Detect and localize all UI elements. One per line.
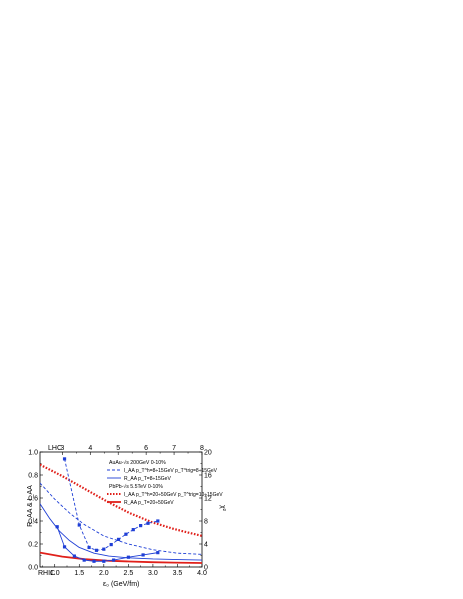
top-tick-label-3: 6 [144, 445, 148, 452]
marker-chi2_iaa_rhic [146, 521, 150, 525]
series-lhc_iaa [40, 463, 202, 538]
marker-chi2_raa_rhic [102, 559, 106, 563]
legend-rhic-raa-label: R_AA p_T=8÷15GeV [124, 476, 171, 482]
legend-lhc-raa-label: R_AA p_T=20÷50GeV [124, 500, 174, 506]
series-group [40, 457, 202, 564]
legend-rhic-iaa-label: I_AA p_T^h=8÷15GeV p_T^trig=8÷15GeV [124, 468, 218, 474]
marker-chi2_iaa_rhic [62, 457, 67, 461]
x-tick-label-2: 2.0 [99, 570, 109, 577]
y-right-tick-label-2: 8 [204, 518, 208, 525]
marker-chi2_iaa_rhic [124, 532, 128, 536]
y-left-tick-label-4: 0.8 [28, 472, 38, 479]
top-tick-label-1: 4 [88, 445, 92, 452]
x-tick-label-5: 3.5 [173, 570, 183, 577]
marker-chi2_iaa_rhic [102, 547, 106, 551]
top-tick-label-2: 5 [116, 445, 120, 452]
x-tick-label-3: 2.5 [123, 570, 133, 577]
y-right-tick-label-5: 20 [204, 449, 212, 456]
x-tick-label-6: 4.0 [197, 570, 207, 577]
series-layer [40, 457, 202, 564]
marker-chi2_iaa_rhic [156, 519, 160, 523]
y-left-tick-label-3: 0.6 [28, 495, 38, 502]
marker-chi2_raa_rhic [112, 558, 116, 562]
series-chi2_raa_rhic [56, 526, 158, 562]
x-tick-label-0: 1.0 [50, 570, 60, 577]
x-axis-title: ε₀ (GeV/fm) [103, 581, 139, 588]
y-left-tick-label-0: 0.0 [28, 564, 38, 571]
y-axis-title-right: χ² [219, 505, 226, 512]
marker-chi2_raa_rhic [55, 525, 59, 529]
marker-chi2_iaa_rhic [139, 524, 143, 528]
top-axis-label: LHC [48, 445, 62, 452]
series-rhic_raa [40, 503, 202, 561]
y-left-tick-label-2: 0.4 [28, 518, 38, 525]
x-tick-label-1: 1.5 [74, 570, 84, 577]
top-tick-label-5: 8 [200, 445, 204, 452]
legend-rhic-header: AuAu-√s 200GeV 0-10% [109, 459, 166, 466]
marker-chi2_raa_rhic [72, 554, 76, 558]
y-left-tick-label-5: 1.0 [28, 449, 38, 456]
legend: AuAu-√s 200GeV 0-10% I_AA p_T^h=8÷15GeV … [107, 459, 223, 506]
labels-layer: LHC RHIC ε₀ (GeV/fm) R_AA & I_AA χ² [27, 445, 226, 588]
series-lhc_raa [40, 551, 202, 564]
marker-chi2_iaa_rhic [94, 548, 99, 552]
y-right-tick-label-0: 0 [204, 564, 208, 571]
y-right-tick-label-3: 12 [204, 495, 212, 502]
marker-chi2_iaa_rhic [77, 523, 81, 527]
marker-chi2_raa_rhic [82, 558, 86, 562]
series-rhic_iaa [40, 482, 202, 555]
marker-chi2_iaa_rhic [109, 542, 113, 547]
marker-chi2_raa_rhic [141, 553, 145, 557]
marker-chi2_iaa_rhic [116, 537, 121, 541]
legend-lhc-iaa-label: I_AA p_T^h=20÷50GeV p_T^trig=10÷15GeV [124, 492, 223, 498]
marker-chi2_raa_rhic [126, 555, 130, 559]
marker-chi2_raa_rhic [156, 551, 160, 555]
top-tick-label-0: 3 [60, 445, 64, 452]
y-right-tick-label-1: 4 [204, 541, 208, 548]
axes-layer: 1.0 1.5 2.0 2.5 3.0 3.5 4.0 0.0 0.2 0.4 0.6 0.8 1.0 3… [28, 445, 212, 577]
marker-chi2_raa_rhic [92, 559, 96, 563]
y-axis-title-left: R_AA & I_AA [27, 485, 34, 527]
bottom-axis-label: RHIC [38, 570, 55, 577]
legend-lhc-header: PbPb-√s 5.5TeV 0-10% [109, 483, 163, 490]
y-left-tick-label-1: 0.2 [28, 541, 38, 548]
top-tick-label-4: 7 [172, 445, 176, 452]
x-tick-label-4: 3.0 [148, 570, 158, 577]
y-right-tick-label-4: 16 [204, 472, 212, 479]
marker-chi2_iaa_rhic [131, 528, 135, 532]
marker-chi2_iaa_rhic [87, 545, 91, 550]
marker-chi2_raa_rhic [62, 545, 67, 549]
